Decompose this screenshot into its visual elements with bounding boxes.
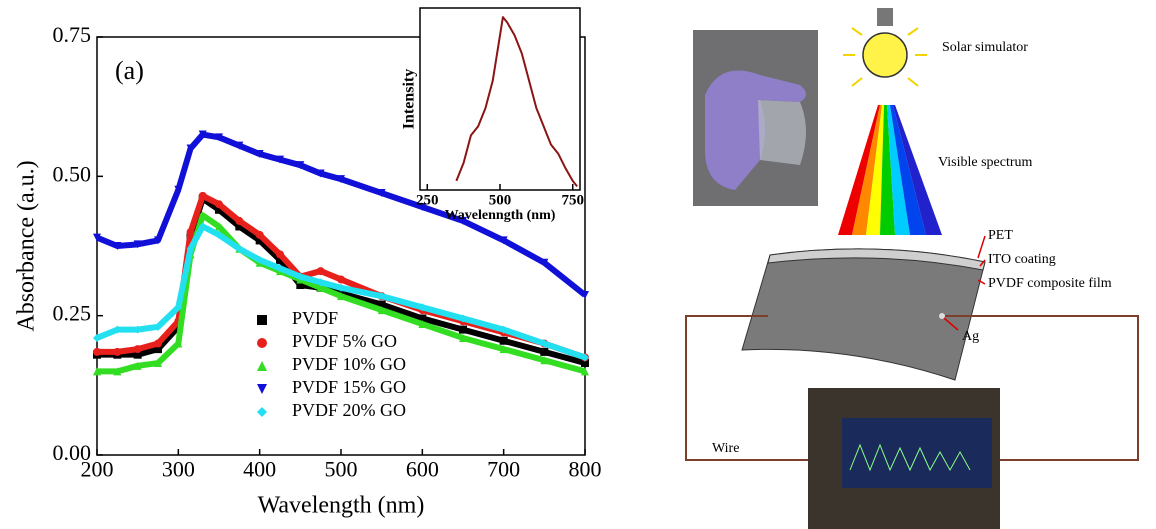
legend-label: PVDF 5% GO [292,331,397,351]
x-tick-label: 400 [243,457,276,482]
label: Wire [712,441,739,456]
x-tick-label: 800 [569,457,602,482]
legend-label: PVDF 10% GO [292,354,406,374]
y-tick-label: 0.50 [53,161,92,186]
marker [134,345,142,353]
marker [256,231,264,239]
label: Visible spectrum [938,155,1033,170]
y-tick-label: 0.25 [53,301,92,326]
label: PVDF composite film [988,276,1112,291]
label: Ag [962,329,979,344]
marker [199,192,207,200]
marker [257,338,267,348]
y-tick-label: 0.75 [53,22,92,47]
x-tick-label: 500 [325,457,358,482]
legend-label: PVDF 20% GO [292,400,406,420]
diagram: Solar simulator Visible spectrum PET ITO… [686,8,1138,529]
x-axis-label: Wavelenngth (nm) [445,208,556,223]
figure: Solar simulator Visible spectrum PET ITO… [0,0,1156,529]
marker [540,348,548,356]
bulb-base [877,8,893,26]
marker [500,337,508,345]
marker [187,228,195,236]
marker [154,340,162,348]
x-tick-label: 250 [416,193,439,209]
y-tick-label: 0.00 [53,440,92,465]
page: Solar simulator Visible spectrum PET ITO… [0,0,1156,529]
y-axis-label: Absorbance (a.u.) [14,160,40,331]
marker [257,361,267,371]
legend-label: PVDF [292,308,338,328]
marker [113,348,121,356]
x-tick-label: 300 [162,457,195,482]
marker [337,275,345,283]
marker [215,200,223,208]
label: Solar simulator [942,40,1028,55]
bulb [863,33,907,77]
marker [257,384,267,394]
marker [317,267,325,275]
x-tick-label: 500 [489,193,512,209]
x-tick-label: 700 [487,457,520,482]
marker [257,315,267,325]
film [742,249,985,380]
label: ITO coating [988,252,1056,267]
marker [235,217,243,225]
marker [93,348,101,356]
label: PET [988,228,1013,243]
instrument-screen [842,418,992,488]
legend-label: PVDF 15% GO [292,377,406,397]
x-tick-label: 600 [406,457,439,482]
film-sample [758,100,806,165]
panel-label: (a) [115,56,144,85]
x-tick-label: 750 [561,193,584,209]
marker [257,407,267,417]
marker [459,326,467,334]
x-axis-label: Wavelength (nm) [258,493,425,519]
spectrum-fan [838,105,942,235]
marker [276,250,284,258]
y-axis-label: Intensity [401,69,418,129]
